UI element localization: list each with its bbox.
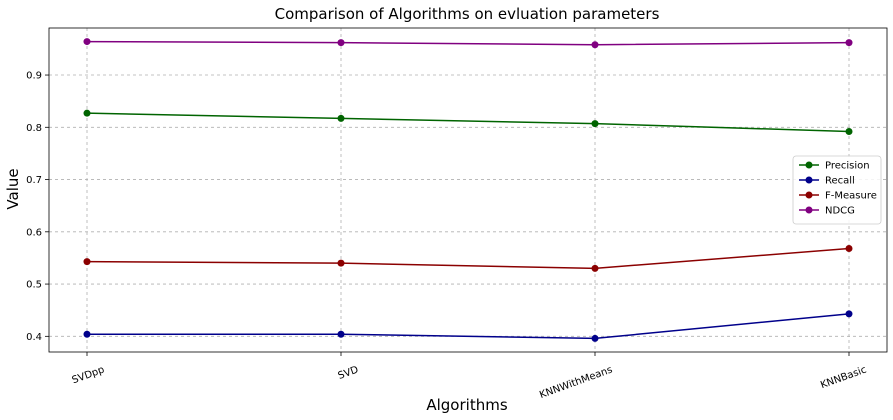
chart-title: Comparison of Algorithms on evluation pa… [275,5,660,23]
series-recall [83,310,853,342]
x-tick-label: KNNWithMeans [538,364,614,401]
data-point [591,120,599,128]
data-point [845,127,853,135]
data-point [845,245,853,253]
data-point [83,38,91,46]
legend-label: F-Measure [825,191,877,202]
legend-label: NDCG [825,206,855,217]
series-line [86,247,850,270]
data-point [83,330,91,338]
data-point [337,259,345,267]
series-line [86,112,850,133]
legend-label: Precision [825,161,870,172]
series-ndcg [83,38,853,49]
x-tick-label: SVD [337,364,361,382]
legend-swatch-marker [805,191,813,199]
y-tick-label: 0.4 [26,332,42,343]
series-line [87,313,850,340]
legend-item: NDCG [799,206,855,217]
y-tick-label: 0.7 [26,175,42,186]
grid [49,28,887,352]
axes [45,27,888,356]
legend-item: F-Measure [799,191,877,202]
legend-swatch-marker [805,176,813,184]
y-tick-label: 0.6 [26,227,42,238]
data-point [591,41,599,49]
legend-item: Precision [799,161,870,172]
legend-swatch-marker [805,206,813,214]
x-tick-label: SVDpp [71,364,106,386]
x-axis-title: Algorithms [426,396,507,414]
y-axis-title: Value [4,168,22,209]
data-point [337,330,345,338]
legend-label: Recall [825,176,855,187]
legend-box [792,155,882,225]
data-point [337,39,345,47]
series-f-measure [83,245,853,272]
data-point [83,109,91,117]
data-point [845,39,853,47]
y-tick-label: 0.9 [26,71,42,82]
legend: Precision Recall F-Measure NDCG [792,155,882,225]
series-line [86,40,850,46]
series-precision [83,109,853,135]
series-group [83,38,853,342]
data-point [591,264,599,272]
data-point [845,310,853,318]
y-tick-label: 0.5 [26,280,42,291]
data-point [591,334,599,342]
x-tick-label: KNNBasic [819,364,868,391]
legend-swatch-marker [805,161,813,169]
legend-item: Recall [799,176,855,187]
data-point [83,258,91,266]
y-tick-label: 0.8 [26,123,42,134]
data-point [337,114,345,122]
plot-frame [48,27,888,353]
